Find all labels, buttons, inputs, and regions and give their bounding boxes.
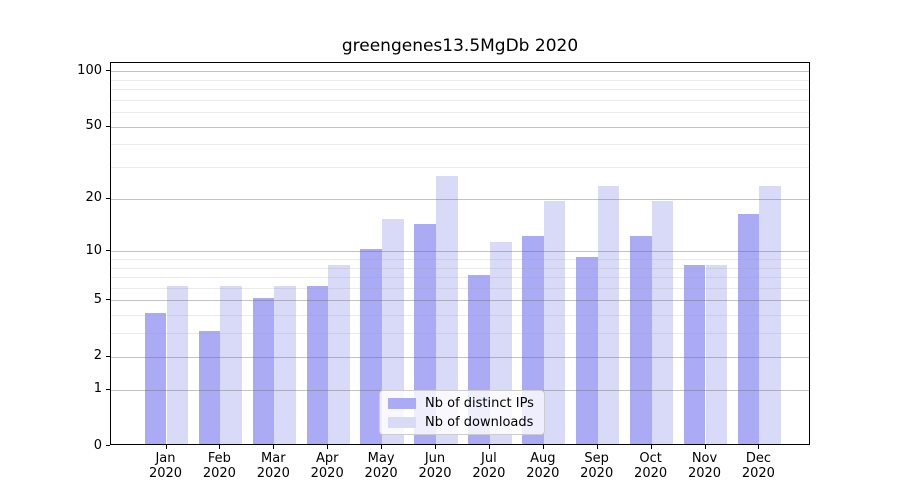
bar-nb-of-downloads-jun-2020 xyxy=(436,176,458,444)
plot-area xyxy=(110,62,810,445)
legend-item-downloads: Nb of downloads xyxy=(388,415,536,430)
minor-gridline-40 xyxy=(111,144,809,146)
y-tick-mark-100 xyxy=(106,70,110,71)
y-tick-mark-50 xyxy=(106,125,110,127)
x-tick-mark-oct-2020 xyxy=(650,445,652,449)
bar-nb-of-downloads-feb-2020 xyxy=(220,285,243,444)
y-tick-label-50: 50 xyxy=(85,118,102,134)
x-tick-label-jul-2020: Jul 2020 xyxy=(472,451,506,481)
bar-nb-of-distinct-ips-jun-2020 xyxy=(414,223,436,444)
x-tick-mark-apr-2020 xyxy=(327,445,329,449)
y-tick-label-100: 100 xyxy=(77,62,102,78)
x-tick-mark-aug-2020 xyxy=(542,445,544,449)
x-tick-label-mar-2020: Mar 2020 xyxy=(256,451,290,481)
bar-nb-of-distinct-ips-jan-2020 xyxy=(144,313,167,444)
y-tick-label-20: 20 xyxy=(85,190,102,206)
x-tick-label-feb-2020: Feb 2020 xyxy=(202,451,236,481)
legend-label-downloads: Nb of downloads xyxy=(425,415,534,430)
legend: Nb of distinct IPs Nb of downloads xyxy=(379,390,545,435)
bar-nb-of-downloads-may-2020 xyxy=(382,218,404,444)
x-tick-label-apr-2020: Apr 2020 xyxy=(310,451,344,481)
x-tick-label-jun-2020: Jun 2020 xyxy=(418,451,452,481)
minor-gridline-60 xyxy=(111,112,809,113)
bar-nb-of-distinct-ips-apr-2020 xyxy=(306,285,329,444)
bar-nb-of-downloads-nov-2020 xyxy=(705,265,728,444)
minor-gridline-9 xyxy=(111,258,809,260)
bar-nb-of-distinct-ips-feb-2020 xyxy=(198,331,221,444)
bar-nb-of-downloads-mar-2020 xyxy=(274,285,296,444)
bar-nb-of-distinct-ips-oct-2020 xyxy=(629,235,652,444)
legend-label-distinct-ips: Nb of distinct IPs xyxy=(425,396,534,411)
bar-nb-of-downloads-sep-2020 xyxy=(597,185,620,444)
minor-gridline-80 xyxy=(111,89,809,90)
y-tick-label-1: 1 xyxy=(93,381,102,397)
x-tick-mark-nov-2020 xyxy=(704,445,706,449)
major-gridline-10 xyxy=(111,251,809,253)
major-gridline-20 xyxy=(111,198,809,200)
x-tick-mark-dec-2020 xyxy=(758,445,760,449)
x-tick-label-dec-2020: Dec 2020 xyxy=(741,451,775,481)
y-tick-label-2: 2 xyxy=(93,348,102,364)
y-tick-label-5: 5 xyxy=(93,291,102,307)
minor-gridline-90 xyxy=(111,79,809,81)
y-tick-label-10: 10 xyxy=(85,242,102,258)
bar-nb-of-downloads-dec-2020 xyxy=(759,185,782,444)
x-tick-label-oct-2020: Oct 2020 xyxy=(634,451,668,481)
bar-nb-of-downloads-jan-2020 xyxy=(166,285,189,444)
bar-nb-of-downloads-apr-2020 xyxy=(328,265,350,444)
y-tick-mark-10 xyxy=(106,250,110,252)
major-gridline-50 xyxy=(111,126,809,128)
x-tick-label-aug-2020: Aug 2020 xyxy=(526,451,560,481)
x-tick-label-sep-2020: Sep 2020 xyxy=(580,451,614,481)
minor-gridline-30 xyxy=(111,167,809,168)
x-tick-label-jan-2020: Jan 2020 xyxy=(148,451,183,481)
chart-title: greengenes13.5MgDb 2020 xyxy=(341,36,579,56)
y-tick-mark-2 xyxy=(106,355,110,357)
x-tick-mark-jun-2020 xyxy=(435,445,436,449)
y-tick-mark-5 xyxy=(106,299,110,301)
major-gridline-100 xyxy=(111,71,809,72)
x-tick-mark-feb-2020 xyxy=(219,445,221,449)
y-tick-mark-20 xyxy=(106,197,110,199)
bar-nb-of-downloads-oct-2020 xyxy=(651,200,674,444)
x-tick-label-nov-2020: Nov 2020 xyxy=(687,451,722,481)
y-tick-mark-1 xyxy=(106,388,110,390)
bar-nb-of-distinct-ips-may-2020 xyxy=(360,249,383,444)
x-tick-mark-sep-2020 xyxy=(596,445,598,449)
y-tick-label-0: 0 xyxy=(93,437,102,453)
bar-nb-of-distinct-ips-dec-2020 xyxy=(737,213,760,444)
x-tick-mark-jan-2020 xyxy=(165,445,167,449)
x-tick-mark-jul-2020 xyxy=(488,445,490,449)
legend-item-distinct-ips: Nb of distinct IPs xyxy=(388,396,536,411)
minor-gridline-70 xyxy=(111,99,809,101)
bar-nb-of-distinct-ips-mar-2020 xyxy=(252,298,275,444)
x-tick-mark-may-2020 xyxy=(381,445,383,449)
x-tick-mark-mar-2020 xyxy=(273,445,275,449)
bar-nb-of-downloads-aug-2020 xyxy=(543,200,566,444)
y-tick-mark-0 xyxy=(106,445,110,446)
x-tick-label-may-2020: May 2020 xyxy=(364,451,398,481)
bar-nb-of-distinct-ips-nov-2020 xyxy=(683,265,706,444)
bar-nb-of-distinct-ips-sep-2020 xyxy=(576,256,598,444)
legend-swatch-downloads xyxy=(388,417,416,428)
legend-swatch-distinct-ips xyxy=(388,398,416,409)
